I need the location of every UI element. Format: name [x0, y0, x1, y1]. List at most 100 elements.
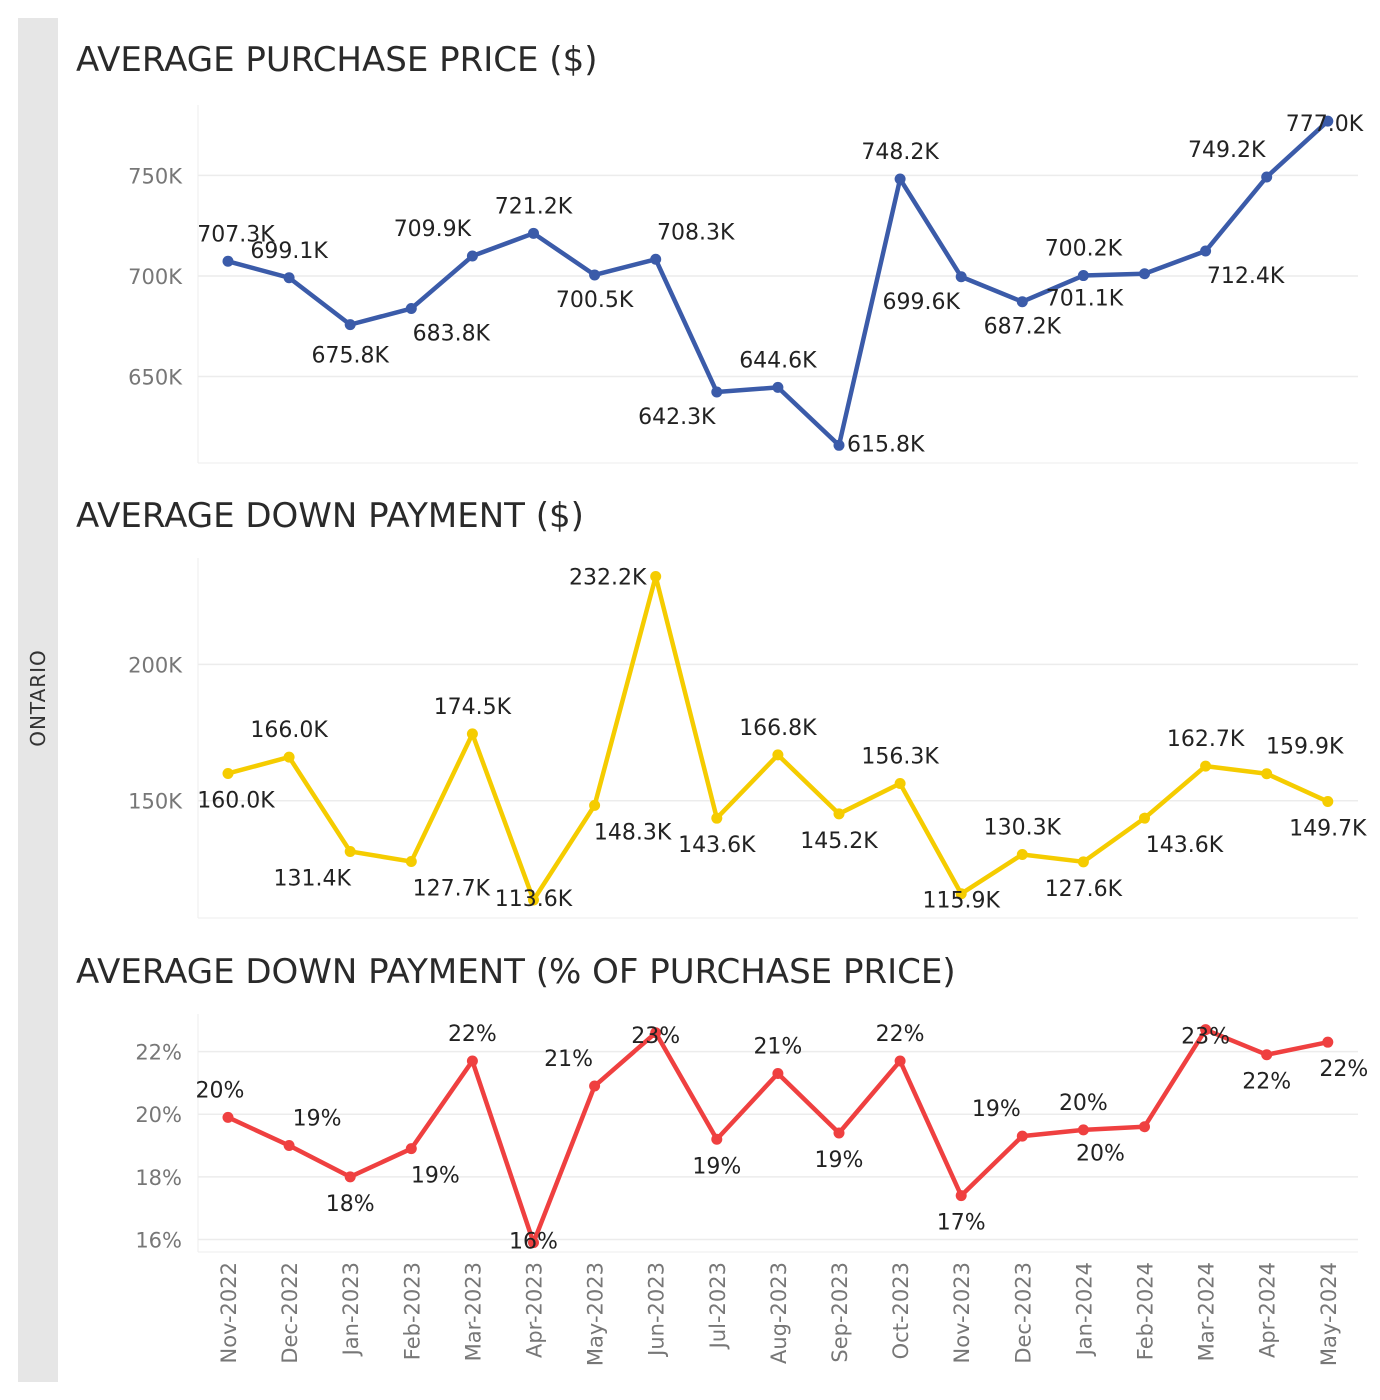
y-tick-label: 200K — [128, 653, 183, 677]
data-label: 721.2K — [495, 194, 573, 219]
data-label: 23% — [631, 1024, 680, 1049]
data-label: 748.2K — [861, 140, 939, 165]
data-label: 22% — [876, 1022, 925, 1047]
data-point — [1261, 1049, 1273, 1061]
data-label: 17% — [937, 1211, 986, 1236]
y-tick-label: 650K — [128, 366, 183, 390]
data-label: 174.5K — [434, 695, 512, 720]
data-point — [1322, 796, 1334, 808]
data-label: 615.8K — [847, 432, 925, 457]
x-tick-label: Nov-2022 — [217, 1262, 241, 1363]
data-label: 20% — [1059, 1091, 1108, 1116]
x-tick-label: May-2023 — [584, 1262, 608, 1366]
data-label: 700.5K — [556, 288, 634, 313]
data-point — [344, 319, 356, 331]
data-label: 21% — [753, 1035, 802, 1060]
data-point — [650, 253, 662, 265]
data-point — [528, 894, 539, 906]
x-tick-label: Nov-2023 — [950, 1262, 974, 1363]
data-label: 19% — [411, 1164, 460, 1189]
data-label: 166.0K — [250, 718, 328, 743]
data-point — [711, 386, 723, 398]
data-label: 18% — [326, 1192, 375, 1217]
data-point — [405, 303, 417, 315]
data-point — [589, 1080, 601, 1092]
data-point — [650, 1027, 662, 1039]
data-point — [1139, 268, 1150, 280]
data-label: 16% — [509, 1230, 558, 1255]
row-header-bar — [18, 18, 58, 1382]
x-tick-label: Apr-2024 — [1256, 1262, 1280, 1358]
data-point — [405, 856, 417, 868]
data-point — [1016, 848, 1028, 860]
y-tick-label: 16% — [135, 1228, 182, 1252]
data-label: 642.3K — [638, 405, 716, 430]
y-tick-label: 20% — [135, 1103, 182, 1127]
data-point — [1016, 1130, 1028, 1142]
data-point — [772, 381, 784, 393]
data-point — [1077, 856, 1089, 868]
data-point — [1200, 1024, 1212, 1036]
data-point — [344, 845, 356, 857]
data-point — [955, 888, 967, 900]
data-label: 19% — [293, 1107, 342, 1132]
data-point — [1322, 115, 1334, 127]
x-tick-label: Sep-2023 — [828, 1262, 852, 1363]
x-tick-label: Feb-2023 — [400, 1262, 424, 1360]
data-label: 20% — [196, 1078, 245, 1103]
data-point — [711, 812, 723, 824]
data-label: 149.7K — [1289, 817, 1367, 842]
data-point — [772, 749, 784, 761]
data-point — [1200, 245, 1212, 257]
y-tick-label: 18% — [135, 1166, 182, 1190]
data-label: 166.8K — [739, 716, 817, 741]
data-label: 162.7K — [1167, 727, 1245, 752]
data-label: 159.9K — [1266, 735, 1344, 760]
chart-title-down-payment-pct: AVERAGE DOWN PAYMENT (% OF PURCHASE PRIC… — [76, 952, 956, 992]
data-label: 22% — [1242, 1070, 1291, 1095]
data-label: 700.2K — [1045, 237, 1123, 262]
data-label: 156.3K — [861, 745, 939, 770]
y-tick-label: 700K — [128, 265, 183, 289]
x-tick-label: Mar-2023 — [461, 1262, 485, 1361]
data-point — [894, 1055, 906, 1067]
data-label: 701.1K — [1046, 287, 1124, 312]
data-point — [1139, 812, 1150, 824]
data-label: 131.4K — [273, 866, 351, 891]
data-label: 709.9K — [394, 217, 472, 242]
data-label: 143.6K — [678, 833, 756, 858]
series-line — [225, 1027, 1331, 1245]
data-point — [1077, 270, 1089, 282]
data-label: 113.6K — [495, 887, 573, 912]
x-tick-label: Jan-2023 — [339, 1262, 363, 1357]
data-point — [1016, 296, 1028, 308]
data-point — [222, 1111, 234, 1123]
data-label: 707.3K — [197, 222, 275, 247]
data-label: 145.2K — [800, 829, 878, 854]
data-label: 22% — [1319, 1057, 1368, 1082]
data-point — [833, 1127, 845, 1139]
data-label: 19% — [692, 1154, 741, 1179]
x-tick-label: Jul-2023 — [706, 1262, 730, 1350]
data-point — [1322, 1036, 1334, 1048]
data-point — [589, 269, 601, 281]
data-point — [344, 1171, 356, 1183]
data-point — [589, 799, 601, 811]
data-label: 127.6K — [1045, 877, 1123, 902]
data-point — [955, 1190, 967, 1202]
data-point — [955, 271, 967, 283]
chart-title-down-payment: AVERAGE DOWN PAYMENT ($) — [76, 496, 584, 536]
x-tick-label: Apr-2023 — [523, 1262, 547, 1358]
data-label: 19% — [972, 1097, 1021, 1122]
y-tick-label: 150K — [128, 790, 183, 814]
x-tick-label: Jun-2023 — [645, 1262, 669, 1358]
x-tick-label: Feb-2024 — [1134, 1262, 1158, 1360]
data-label: 699.1K — [250, 239, 328, 264]
x-tick-label: Dec-2023 — [1011, 1262, 1035, 1364]
data-label: 20% — [1076, 1142, 1125, 1167]
data-label: 160.0K — [197, 788, 275, 813]
data-label: 127.7K — [413, 877, 491, 902]
data-label: 148.3K — [594, 820, 672, 845]
data-label: 687.2K — [984, 315, 1062, 340]
